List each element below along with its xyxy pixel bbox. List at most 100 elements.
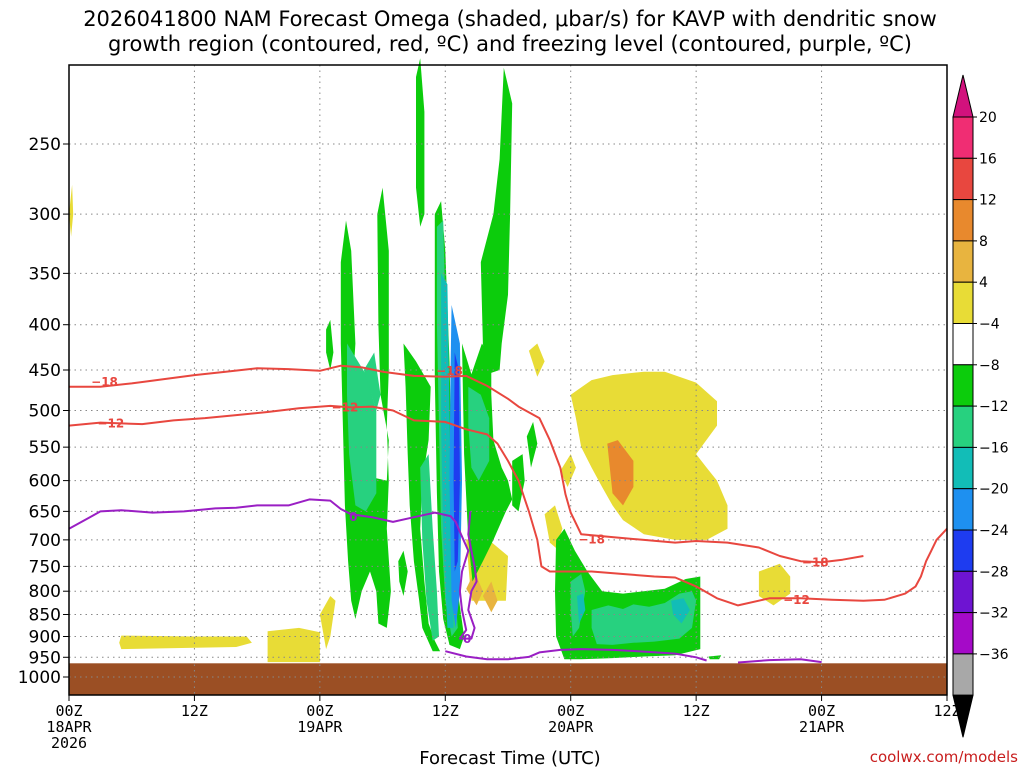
omega-region-7 <box>528 343 545 377</box>
omega-region-0 <box>69 184 74 237</box>
colorbar-swatch-2 <box>952 199 974 242</box>
y-tick-label-350: 350 <box>29 264 61 284</box>
contour-label-2: −18 <box>578 532 605 546</box>
colorbar-swatch-7 <box>952 405 974 448</box>
contour-label-0: −18 <box>91 375 118 389</box>
colorbar-label-1: 16 <box>979 151 997 167</box>
colorbar-swatch-10 <box>952 529 974 572</box>
contour-label-4: −12 <box>97 416 124 430</box>
x-tick-label-84-0: 12Z <box>933 702 960 720</box>
colorbar-swatch-13 <box>952 653 974 696</box>
colorbar-swatch-11 <box>952 570 974 614</box>
omega-region-29 <box>468 386 490 481</box>
y-tick-label-850: 850 <box>29 606 61 626</box>
contour-label-3: −18 <box>802 555 829 569</box>
omega-region-26 <box>363 352 381 411</box>
x-tick-label-12-0: 12Z <box>181 702 208 720</box>
plot-frame <box>68 64 948 696</box>
y-tick-label-550: 550 <box>29 438 61 458</box>
colorbar-label-0: 20 <box>979 110 997 126</box>
omega-region-33 <box>577 593 586 624</box>
omega-region-3 <box>319 596 336 650</box>
y-tick-label-1000: 1000 <box>18 668 61 688</box>
omega-shading <box>69 58 791 663</box>
omega-region-36 <box>453 352 460 572</box>
y-tick-label-400: 400 <box>29 316 61 336</box>
omega-region-6 <box>482 581 498 613</box>
contour--12-1 <box>68 404 948 607</box>
colorbar-label-11: −28 <box>979 564 1009 580</box>
omega-region-12 <box>758 563 791 606</box>
y-tick-label-900: 900 <box>29 627 61 647</box>
colorbar: 20 16 12 8 4 −4 −8 −12 −16 −20 −24 −28 −32 −36 <box>952 74 1009 738</box>
x-tick-label-24-1: 19APR <box>297 718 343 736</box>
omega-region-20 <box>480 67 513 375</box>
y-tick-label-650: 650 <box>29 502 61 522</box>
contour-0-2 <box>68 498 478 640</box>
chart-title-line2: growth region (contoured, red, ºC) and f… <box>108 32 912 56</box>
contour-0c-4 <box>737 658 822 664</box>
contour--18-0 <box>69 364 864 564</box>
omega-region-10 <box>607 440 634 506</box>
colorbar-swatch-5 <box>952 323 974 366</box>
x-axis-title: Forecast Time (UTC) <box>419 748 600 768</box>
contour-label-5: −12 <box>332 400 359 414</box>
colorbar-swatch-6 <box>952 364 974 407</box>
y-axis: 2503003504004505005506006507007508008509… <box>18 135 69 688</box>
colorbar-swatch-3 <box>952 240 974 283</box>
omega-region-34 <box>671 598 690 624</box>
colorbar-swatch-12 <box>952 612 974 655</box>
grid-lines <box>68 65 948 695</box>
y-tick-label-300: 300 <box>29 205 61 225</box>
x-tick-label-0-1: 18APR <box>46 718 92 736</box>
x-tick-label-72-1: 21APR <box>799 718 845 736</box>
contour-label-7: 0 <box>349 510 357 524</box>
x-tick-label-0-2: 2026 <box>51 734 87 752</box>
x-tick-label-24-0: 00Z <box>306 702 333 720</box>
colorbar-label-3: 8 <box>979 234 988 250</box>
colorbar-label-5: −4 <box>979 317 1000 333</box>
x-tick-label-60-0: 12Z <box>683 702 710 720</box>
y-tick-label-450: 450 <box>29 361 61 381</box>
colorbar-swatch-8 <box>952 446 974 490</box>
omega-region-16 <box>398 550 408 596</box>
omega-region-8 <box>560 454 576 487</box>
colorbar-label-10: −24 <box>979 523 1009 539</box>
contour-labels: −18 −18 −18 −18 −12 −12 −12 0 0 <box>91 364 829 646</box>
omega-region-32 <box>441 273 454 628</box>
chart-title-line1: 2026041800 NAM Forecast Omega (shaded, μ… <box>83 7 937 31</box>
y-tick-label-700: 700 <box>29 531 61 551</box>
omega-region-11 <box>544 505 563 548</box>
y-tick-label-750: 750 <box>29 557 61 577</box>
colorbar-label-2: 12 <box>979 193 997 209</box>
y-tick-label-800: 800 <box>29 582 61 602</box>
omega-region-17 <box>416 58 425 227</box>
omega-region-5 <box>466 571 483 606</box>
colorbar-label-6: −8 <box>979 358 1000 374</box>
x-tick-label-36-0: 12Z <box>432 702 459 720</box>
contour-label-1: −18 <box>436 364 463 378</box>
contours <box>68 364 948 664</box>
x-tick-label-0-0: 00Z <box>55 702 82 720</box>
colorbar-swatch-1 <box>952 157 974 201</box>
colorbar-top-arrow <box>952 74 974 118</box>
contour-0b-3 <box>445 648 707 662</box>
colorbar-swatch-0 <box>952 116 974 159</box>
x-tick-label-72-0: 00Z <box>808 702 835 720</box>
colorbar-label-12: −32 <box>979 606 1009 622</box>
contour-label-6: −12 <box>783 593 810 607</box>
omega-region-9 <box>570 371 728 540</box>
y-tick-label-250: 250 <box>29 135 61 155</box>
omega-region-22 <box>526 421 538 468</box>
omega-region-1 <box>119 635 252 650</box>
omega-region-24 <box>708 655 722 660</box>
x-tick-label-48-1: 20APR <box>548 718 594 736</box>
colorbar-label-9: −20 <box>979 482 1009 498</box>
contour-label-8: 0 <box>463 632 471 646</box>
omega-region-27 <box>420 454 439 641</box>
y-tick-label-950: 950 <box>29 648 61 668</box>
colorbar-label-7: −12 <box>979 399 1009 415</box>
credit-link[interactable]: coolwx.com/models <box>870 748 1018 766</box>
